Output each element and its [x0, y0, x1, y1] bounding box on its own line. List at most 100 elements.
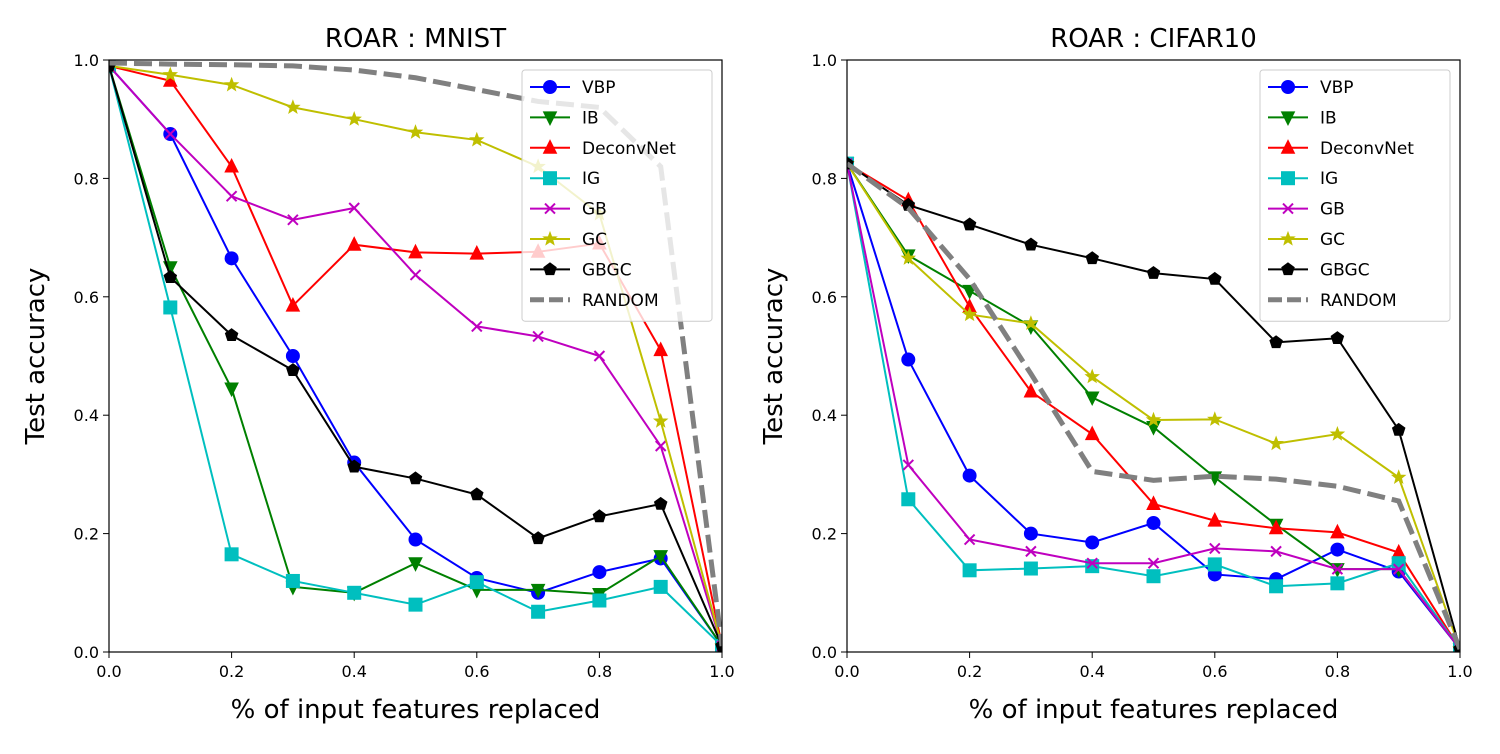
- legend-label: DeconvNet: [582, 139, 676, 159]
- x-tick-label: 0.8: [1325, 662, 1350, 681]
- data-point-gc: [652, 412, 669, 428]
- data-point-deconvnet: [346, 236, 362, 251]
- legend-marker: [543, 262, 557, 276]
- data-point-gc: [1329, 425, 1346, 441]
- x-tick-label: 0.8: [587, 662, 612, 681]
- data-point-gc: [469, 131, 485, 147]
- data-point-gb: [409, 269, 422, 281]
- data-point-deconvnet: [1268, 519, 1284, 535]
- legend-item-gb: GB: [530, 200, 607, 220]
- x-tick-label: 0.2: [219, 662, 244, 681]
- x-axis-label: % of input features replaced: [969, 695, 1339, 725]
- data-point-gbgc: [1208, 271, 1222, 285]
- x-axis-label: % of input features replaced: [231, 695, 601, 725]
- legend-marker: [544, 202, 556, 215]
- data-point-deconvnet: [224, 157, 239, 173]
- data-point-ig: [901, 492, 916, 507]
- data-point-ig: [285, 573, 300, 588]
- series-line-random: [847, 161, 1460, 650]
- data-point-ig: [1207, 557, 1222, 572]
- data-point-gc: [961, 306, 978, 322]
- legend-box: [521, 69, 713, 322]
- legend-marker: [543, 171, 557, 186]
- legend-label: IG: [1320, 169, 1338, 189]
- data-point-gc: [900, 250, 917, 265]
- data-point-vbp: [408, 532, 423, 547]
- data-point-gc: [285, 99, 301, 114]
- legend-item-random: RANDOM: [530, 291, 659, 311]
- data-point-gb: [164, 128, 177, 140]
- data-point-gc: [1268, 435, 1284, 451]
- data-point-ig: [469, 575, 484, 590]
- data-point-gc: [1084, 368, 1100, 384]
- data-point-ig: [1146, 569, 1161, 584]
- data-point-gb: [1147, 557, 1160, 569]
- data-point-vbp: [962, 468, 977, 483]
- x-tick-label: 1.0: [1447, 662, 1472, 681]
- data-point-gc: [1390, 469, 1407, 484]
- data-point-ib: [408, 557, 423, 572]
- data-point-gbgc: [347, 459, 361, 473]
- legend-item-ig: IG: [530, 169, 600, 189]
- data-point-deconvnet: [1023, 382, 1039, 398]
- chart-panel-2: ROAR : CIFAR10 0.0 0.2 0.4 0.6 0.8 1.0 0.0 0.2 0.…: [759, 24, 1473, 725]
- data-point-gb: [348, 202, 360, 214]
- legend-item-gc: GC: [1268, 230, 1345, 250]
- legend-label: GB: [1320, 200, 1345, 220]
- legend-marker: [1280, 139, 1296, 154]
- legend-item-random: RANDOM: [1268, 291, 1397, 311]
- data-point-gc: [223, 76, 240, 92]
- data-point-gbgc: [531, 531, 545, 545]
- legend-item-ib: IB: [530, 108, 599, 128]
- data-point-ib: [653, 550, 669, 565]
- data-point-gb: [287, 214, 299, 226]
- y-axis-label: Test accuracy: [21, 268, 51, 446]
- legend-marker: [542, 139, 558, 154]
- legend-label: RANDOM: [582, 291, 659, 311]
- legend-label: DeconvNet: [1320, 139, 1414, 159]
- legend-marker: [1281, 80, 1295, 94]
- series-random: [847, 161, 1460, 650]
- legend-marker: [1282, 202, 1294, 215]
- chart-title: ROAR : MNIST: [325, 24, 506, 54]
- legend-marker: [543, 80, 557, 94]
- data-point-gbgc: [1085, 251, 1099, 265]
- legend-marker: [542, 230, 558, 246]
- legend-label: GC: [1320, 230, 1345, 250]
- plot-area: [847, 154, 1460, 652]
- x-tick-label: 0.6: [464, 662, 489, 681]
- legend-marker: [1280, 111, 1296, 127]
- data-point-ig: [408, 597, 423, 612]
- data-point-vbp: [1146, 515, 1161, 530]
- data-point-gb: [1086, 557, 1098, 569]
- legend-item-gbgc: GBGC: [530, 260, 632, 280]
- data-point-deconvnet: [1330, 523, 1345, 539]
- legend-item-vbp: VBP: [530, 78, 616, 98]
- x-tick-label: 1.0: [709, 662, 734, 681]
- x-tick-label: 0.4: [341, 662, 366, 681]
- data-point-gb: [1025, 545, 1037, 558]
- data-point-gbgc: [1024, 237, 1038, 251]
- data-point-gb: [902, 459, 915, 471]
- y-tick-label: 0.0: [812, 643, 837, 662]
- legend-label: VBP: [1320, 78, 1354, 98]
- data-point-deconvnet: [469, 244, 485, 260]
- data-point-vbp: [1330, 542, 1345, 557]
- legend-item-ig: IG: [1268, 169, 1338, 189]
- y-tick-label: 1.0: [812, 51, 837, 70]
- data-point-gc: [1023, 315, 1039, 331]
- y-tick-label: 0.4: [74, 406, 99, 425]
- data-point-ig: [531, 604, 546, 619]
- legend-marker: [1281, 171, 1295, 186]
- data-point-gb: [1331, 563, 1344, 575]
- data-point-deconvnet: [653, 341, 669, 357]
- series-gb: [847, 157, 1460, 652]
- data-point-ig: [592, 593, 607, 608]
- data-point-gbgc: [470, 487, 484, 501]
- legend-label: IB: [582, 108, 599, 128]
- x-tick-label: 0.4: [1079, 662, 1104, 681]
- legend-item-gbgc: GBGC: [1268, 260, 1370, 280]
- data-point-gbgc: [1269, 335, 1283, 349]
